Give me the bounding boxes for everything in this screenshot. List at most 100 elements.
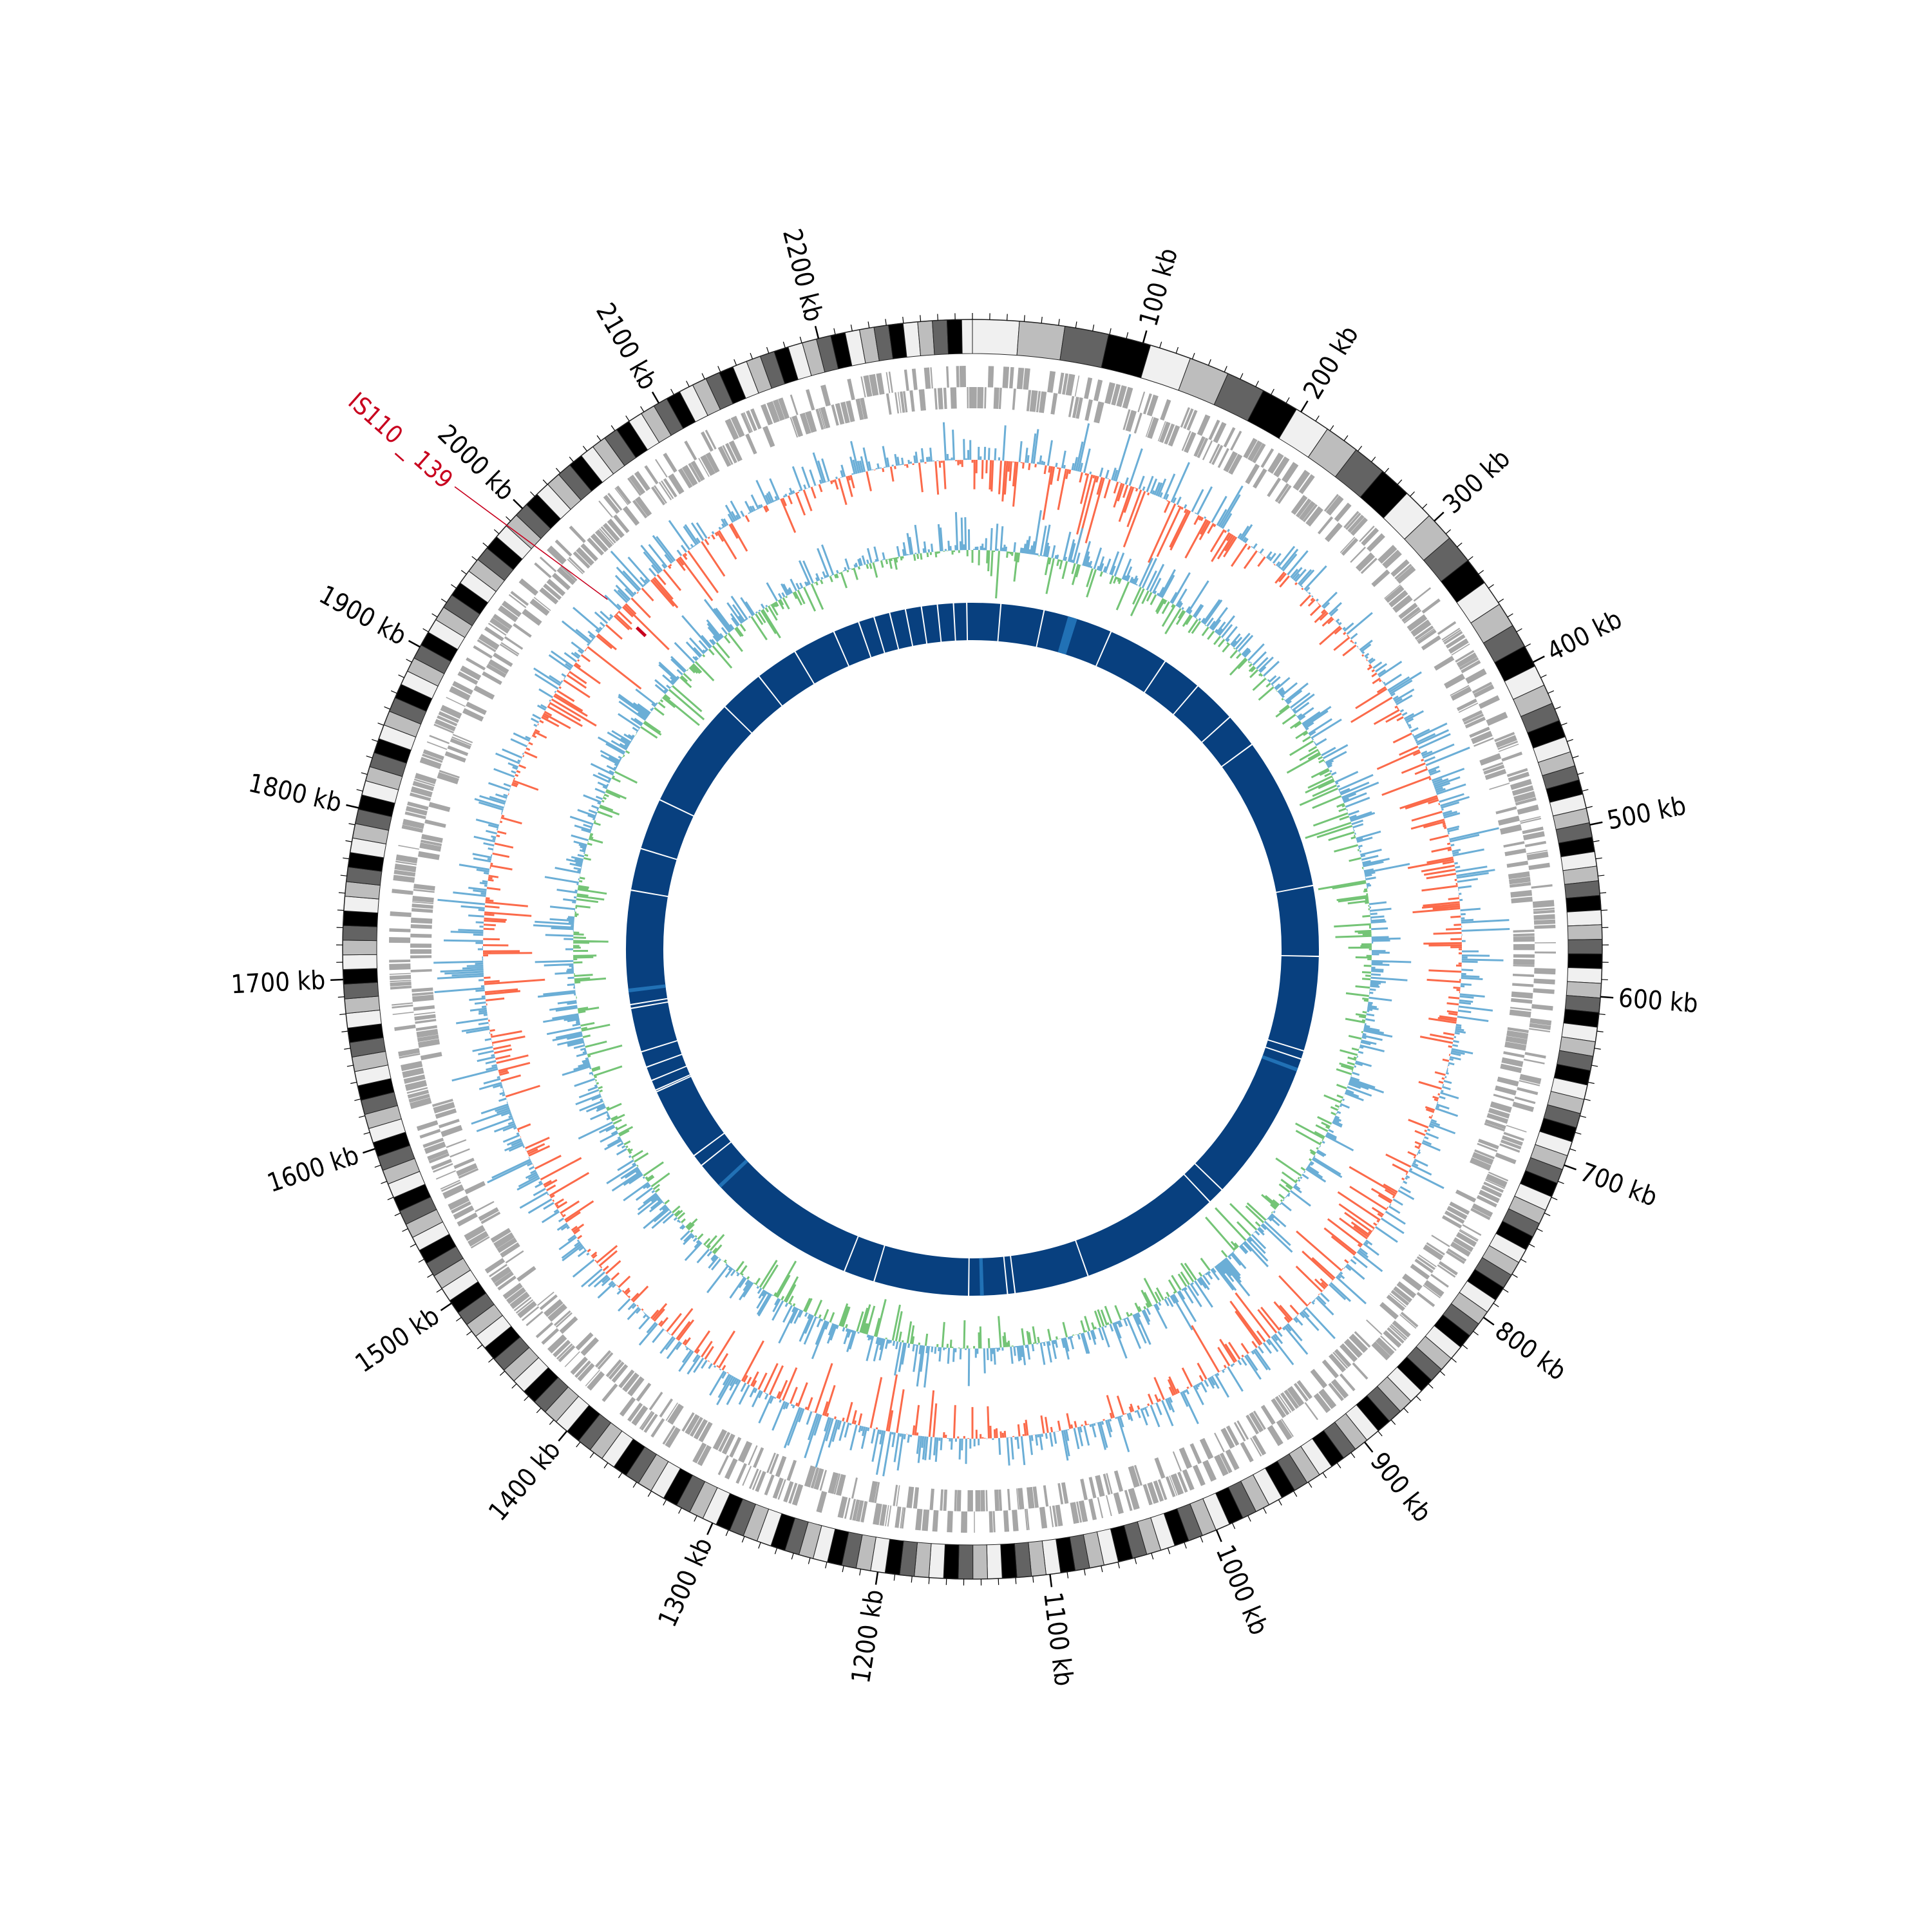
major-tick <box>1564 1164 1577 1171</box>
minor-tick <box>1410 491 1415 497</box>
minor-tick <box>482 542 488 547</box>
minor-tick <box>850 325 853 332</box>
similarity-block <box>1276 886 1320 956</box>
similarity-highlight <box>979 1258 984 1296</box>
minor-tick <box>1390 1419 1396 1425</box>
minor-tick <box>1075 321 1077 328</box>
minor-tick <box>1537 1228 1543 1232</box>
minor-tick <box>337 909 344 911</box>
similarity-block <box>967 603 972 641</box>
similarity-block <box>1144 661 1198 714</box>
minor-tick <box>632 1482 637 1488</box>
minor-tick <box>1451 1358 1457 1363</box>
similarity-block <box>657 1077 724 1155</box>
similarity-block <box>972 603 1001 641</box>
karyotype-band <box>342 925 378 942</box>
minor-tick <box>1439 1370 1446 1376</box>
minor-tick <box>1117 1562 1120 1569</box>
minor-tick <box>1468 556 1473 561</box>
similarity-block <box>1173 686 1229 742</box>
similarity-block <box>630 999 668 1008</box>
major-tick <box>1532 655 1545 663</box>
minor-tick <box>1596 1030 1604 1032</box>
minor-tick <box>350 1081 357 1084</box>
gc-skew-track <box>433 422 1510 1477</box>
minor-tick <box>686 381 690 387</box>
minor-tick <box>1507 613 1513 618</box>
minor-tick <box>1569 1148 1577 1151</box>
minor-tick <box>1551 1197 1558 1200</box>
minor-tick <box>867 321 870 328</box>
minor-tick <box>431 613 438 618</box>
minor-tick <box>1285 397 1290 404</box>
karyotype-band <box>1567 939 1603 954</box>
tick-marks <box>330 313 1614 1587</box>
minor-tick <box>1516 628 1522 632</box>
tick-label: 1600 kb <box>263 1141 363 1198</box>
minor-tick <box>799 336 802 343</box>
minor-tick <box>381 1180 388 1184</box>
tick-label: 1700 kb <box>231 965 327 999</box>
minor-tick <box>1032 1576 1034 1583</box>
minor-tick <box>1403 1408 1409 1414</box>
similarity-block <box>702 1142 858 1271</box>
similarity-block <box>998 603 1044 647</box>
minor-tick <box>374 1164 381 1168</box>
minor-tick <box>1554 706 1561 710</box>
similarity-block <box>1265 1040 1304 1059</box>
similarity-block <box>1195 1047 1301 1189</box>
minor-tick <box>356 789 363 792</box>
karyotype-band <box>342 968 378 985</box>
minor-tick <box>436 1288 442 1293</box>
minor-tick <box>782 341 786 348</box>
karyotype-band <box>928 1543 946 1579</box>
minor-tick <box>842 1566 844 1573</box>
gene-track <box>389 366 1556 1533</box>
minor-tick <box>1511 1273 1518 1278</box>
similarity-block <box>969 1256 1007 1296</box>
similarity-block <box>1096 632 1165 692</box>
minor-tick <box>611 425 616 431</box>
karyotype-band <box>946 319 963 355</box>
minor-tick <box>506 516 511 522</box>
similarity-block <box>875 612 898 653</box>
major-tick <box>1215 1530 1222 1542</box>
minor-tick <box>893 1574 896 1581</box>
minor-tick <box>1582 789 1589 792</box>
minor-tick <box>1083 1569 1086 1576</box>
karyotype-band <box>342 954 377 971</box>
minor-tick <box>1322 1472 1327 1479</box>
forward-genes <box>389 366 1556 1533</box>
minor-tick <box>701 373 705 379</box>
minor-tick <box>387 1197 394 1200</box>
minor-tick <box>1378 1430 1383 1437</box>
minor-tick <box>377 723 384 726</box>
karyotype-band <box>1567 924 1603 940</box>
tick-label: 1300 kb <box>652 1533 718 1632</box>
minor-tick <box>1200 1536 1204 1543</box>
minor-tick <box>466 1331 472 1336</box>
minor-tick <box>398 674 404 678</box>
minor-tick <box>1092 325 1095 332</box>
major-tick <box>1434 511 1444 522</box>
karyotype-band <box>972 1544 988 1580</box>
minor-tick <box>1134 1557 1137 1564</box>
minor-tick <box>1255 381 1259 387</box>
major-tick <box>346 804 359 809</box>
minor-tick <box>337 996 345 998</box>
similarity-block <box>660 707 752 816</box>
similarity-block <box>1037 610 1111 666</box>
minor-tick <box>1278 1499 1282 1506</box>
minor-tick <box>477 1344 483 1350</box>
minor-tick <box>1315 415 1320 422</box>
minor-tick <box>1586 806 1593 809</box>
minor-tick <box>549 1419 554 1425</box>
minor-tick <box>1370 457 1376 462</box>
minor-tick <box>499 1370 506 1376</box>
minor-tick <box>1343 435 1349 441</box>
tick-label: 200 kb <box>1298 321 1365 404</box>
minor-tick <box>1520 1258 1527 1263</box>
similarity-block <box>859 617 884 658</box>
minor-tick <box>750 352 753 359</box>
karyotype-band <box>1567 967 1603 984</box>
